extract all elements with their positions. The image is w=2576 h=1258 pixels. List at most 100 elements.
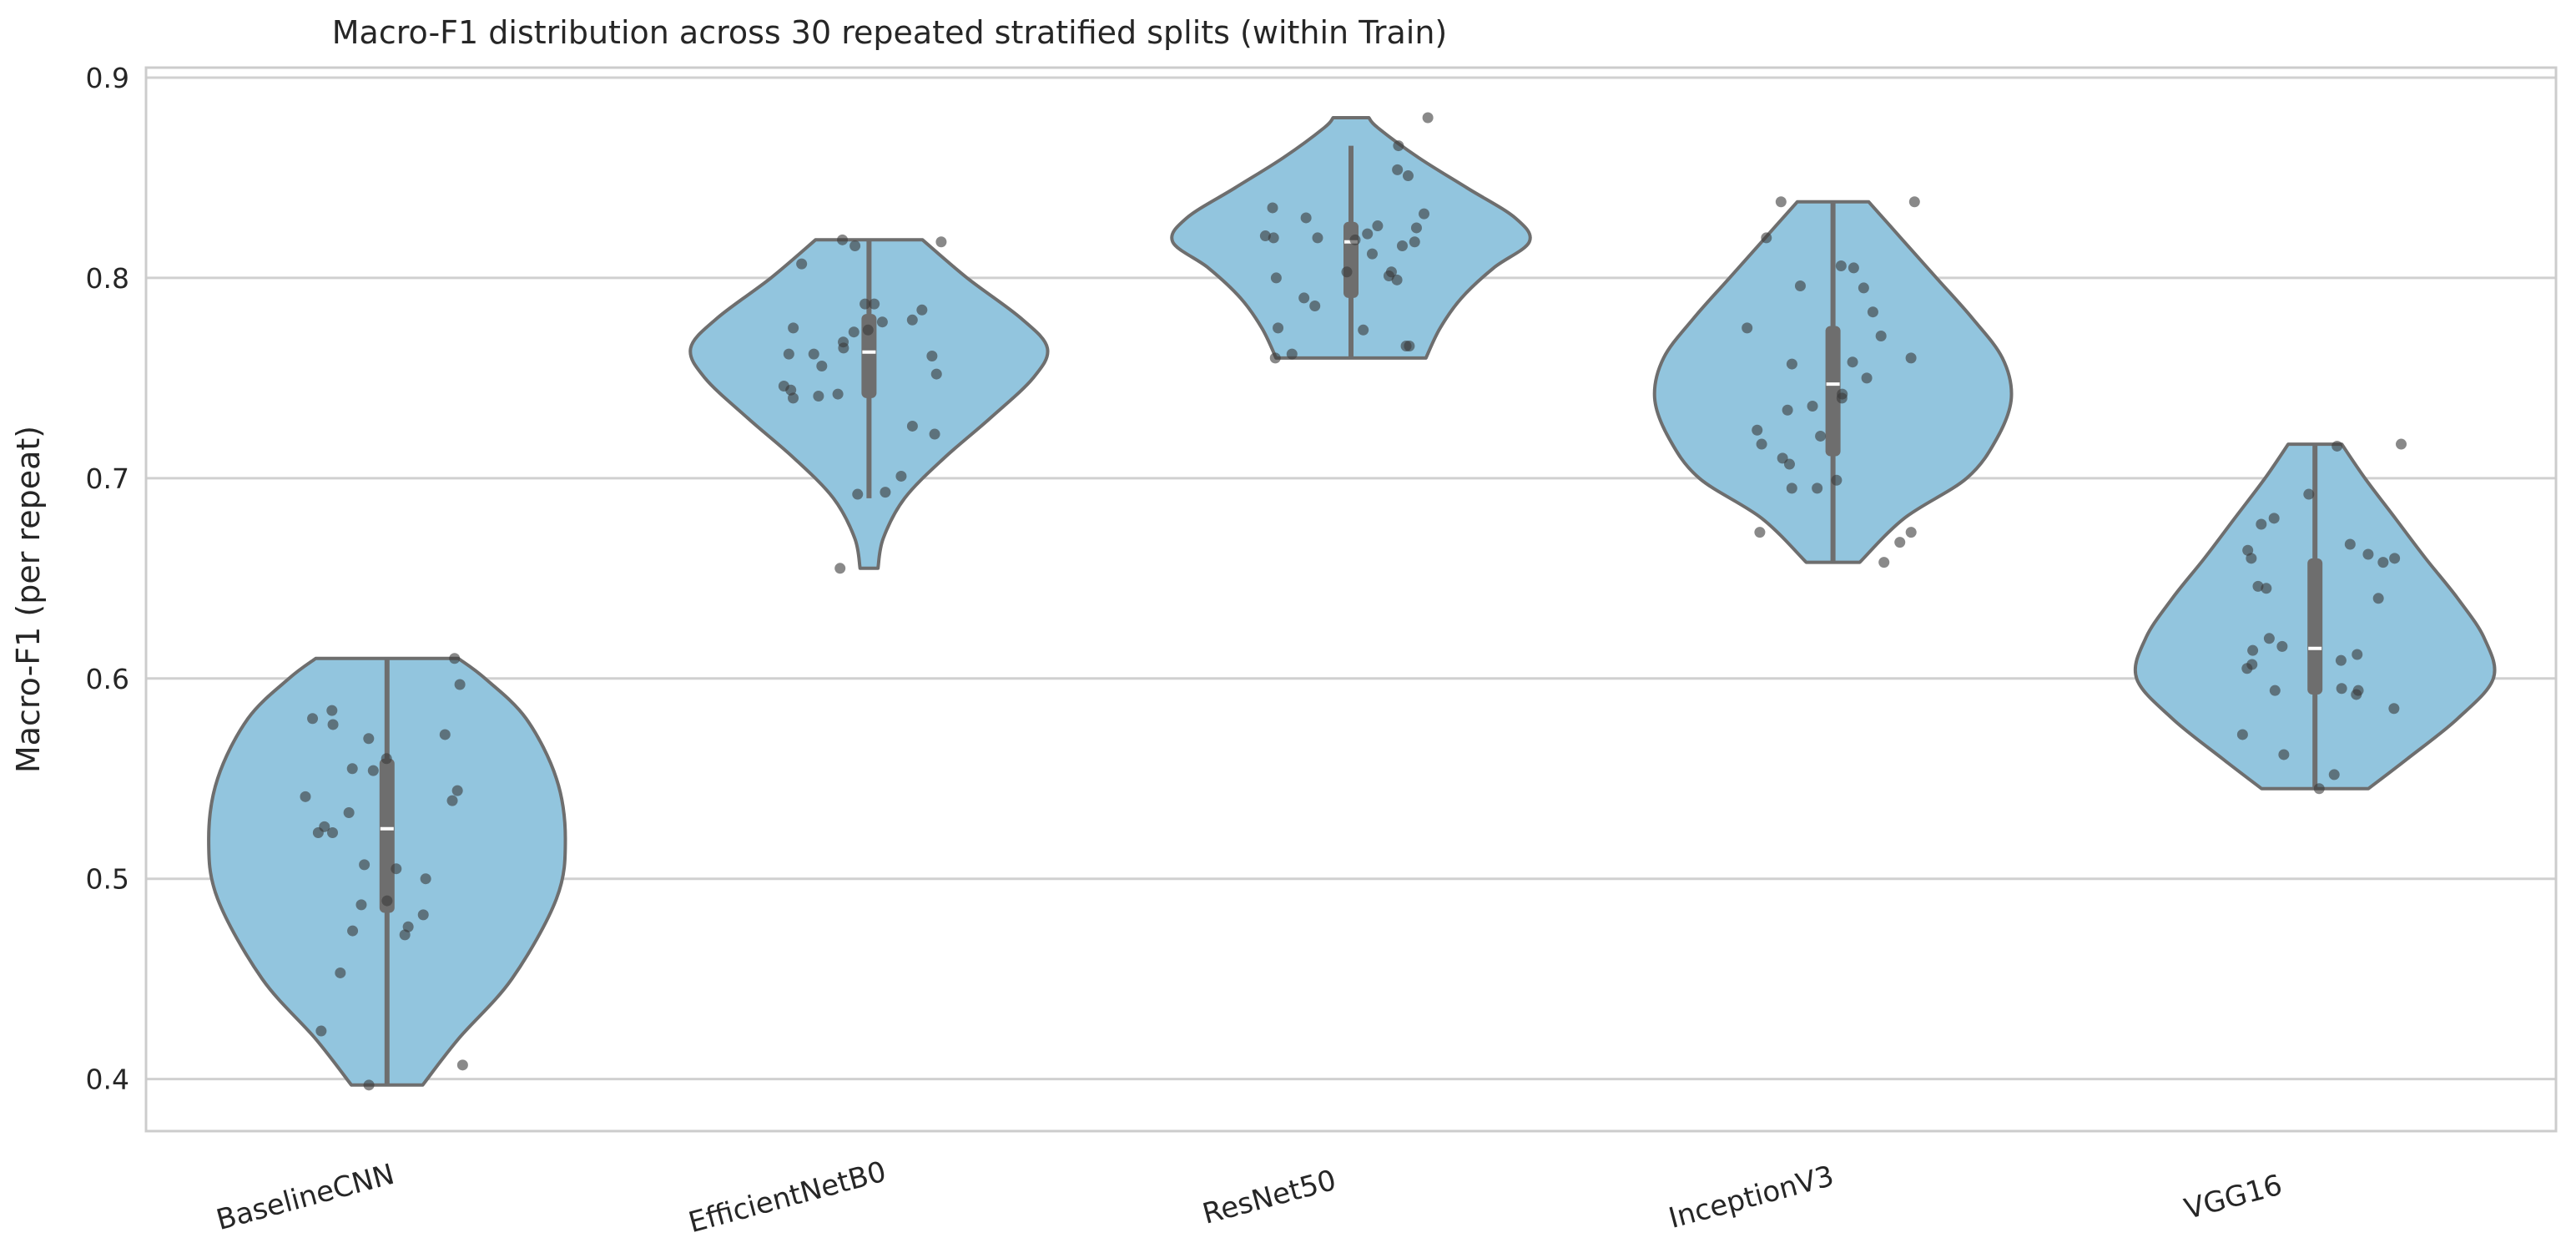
data-point [1268,232,1279,244]
data-point [449,653,461,664]
x-tick-label: InceptionV3 [1666,1159,1837,1235]
x-tick-label: ResNet50 [1199,1164,1339,1231]
data-point [420,873,431,885]
data-point [834,563,846,574]
x-tick-label: VGG16 [2181,1169,2286,1226]
data-point [906,314,918,326]
data-point [1848,262,1859,274]
data-point [2241,663,2253,674]
data-point [1267,202,1278,214]
data-point [446,795,458,806]
data-point [1875,330,1887,341]
data-point [1419,208,1430,220]
data-point [1905,352,1917,364]
iqr-box [2307,558,2323,695]
data-point [1410,222,1422,234]
data-point [1396,240,1408,252]
data-point [1341,266,1353,278]
data-point [2352,649,2363,660]
y-tick-label: 0.4 [86,1063,129,1096]
data-point [869,298,880,310]
data-point [2389,553,2401,564]
data-point [1837,388,1848,400]
data-point [783,348,794,360]
data-point [2269,685,2281,696]
data-point [1298,292,1310,304]
data-point [439,729,451,740]
data-point [849,240,861,252]
data-point [1742,322,1753,334]
data-point [2278,749,2290,760]
data-point [381,895,393,907]
data-point [930,368,942,380]
data-point [2351,689,2362,700]
data-point [813,390,824,402]
violins [207,116,2497,1087]
data-point [2362,548,2374,560]
data-point [2247,644,2259,656]
y-axis-label: Macro-F1 (per repeat) [10,426,47,773]
data-point [2236,729,2248,740]
data-point [1835,260,1847,272]
data-point [391,863,402,875]
data-point [312,827,324,839]
data-point [343,807,355,819]
data-point [1372,220,1384,232]
data-point [2336,683,2347,695]
data-point [1752,424,1763,436]
data-point [1794,280,1806,292]
data-point [307,713,319,725]
data-point [1309,301,1321,312]
data-point [796,258,808,270]
data-point [1878,557,1890,568]
data-point [1861,372,1873,384]
data-point [1366,248,1378,260]
data-point [1383,270,1394,282]
data-point [1807,400,1818,412]
data-point [880,487,891,498]
data-point [1905,527,1917,538]
y-tick-labels: 0.4 0.5 0.6 0.7 0.8 0.9 [86,62,129,1096]
plot-frame [144,66,2558,1133]
data-point [326,705,338,716]
data-point [1782,404,1793,416]
data-point [1847,356,1858,368]
data-point [367,765,379,776]
data-point [2303,488,2315,500]
data-point [359,859,371,871]
x-tick-labels: BaselineCNN EfficientNetB0 ResNet50 Incepti… [213,1155,2286,1240]
data-point [1422,112,1434,124]
chart-title: Macro-F1 distribution across 30 repeated… [332,14,1447,51]
data-point [2313,783,2325,795]
data-point [1756,438,1767,450]
data-point [1349,234,1361,245]
data-points [300,112,2407,1091]
data-point [335,967,346,978]
data-point [347,925,359,937]
y-tick-label: 0.9 [86,62,129,94]
data-point [2377,557,2389,568]
x-tick-label: EfficientNetB0 [685,1155,890,1240]
data-point [2335,654,2347,666]
data-point [1286,348,1298,360]
iqr-box [1343,221,1359,298]
data-point [1894,537,1906,548]
data-point [808,348,819,360]
data-point [327,719,339,730]
data-point [876,316,888,328]
data-point [1812,482,1823,494]
data-point [816,360,828,371]
data-point [895,470,907,482]
data-point [838,342,849,354]
data-point [1831,474,1843,486]
data-point [1404,340,1415,351]
data-point [2388,703,2400,715]
data-point [300,791,311,802]
data-point [860,298,871,310]
iqr-box [1825,326,1841,457]
data-point [2344,538,2356,550]
data-point [1754,527,1766,538]
data-point [1270,272,1282,284]
data-point [1358,324,1369,336]
